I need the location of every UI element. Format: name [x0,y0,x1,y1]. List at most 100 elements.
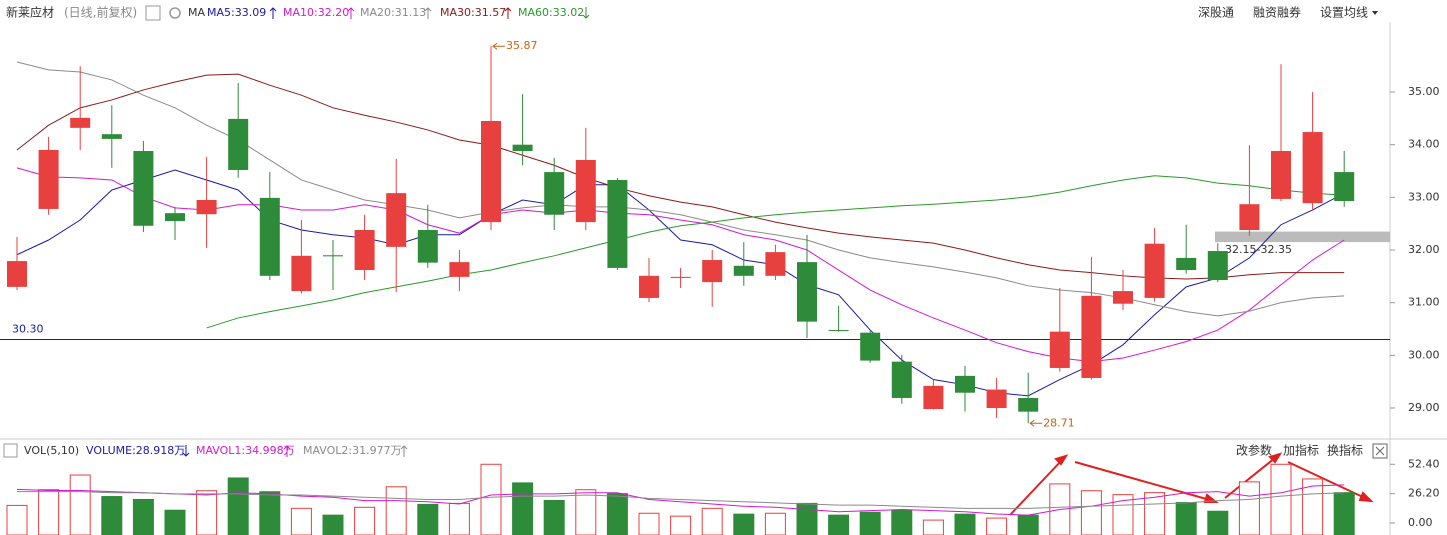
trend-arrow [400,445,408,457]
candle-body [1081,295,1102,378]
volume-bar [543,499,565,535]
legend-entry: MA30:31.57 [440,6,506,19]
y-tick-label: 52.40 [1408,457,1440,470]
candle-body [733,265,754,276]
volume-bar [290,507,312,535]
trend-arrow [283,445,291,457]
stock-name: 新莱应材 [6,5,54,20]
candle-body [1207,251,1228,281]
volume-bar [259,491,281,535]
candle-body [702,260,723,283]
volume-bar [922,519,944,535]
volume-bar [701,507,723,535]
dropdown-icon[interactable] [1372,11,1378,15]
close-icon[interactable] [1372,443,1388,459]
candle-body [291,255,312,292]
candle-body [1302,132,1323,204]
trend-arrow [269,7,277,19]
candle-body [955,375,975,393]
volume-bar [1175,501,1197,535]
price-line-label: 30.30 [12,323,44,336]
max-label: 35.87 [506,39,538,52]
volume-bar [1207,510,1229,535]
help-icon[interactable] [145,5,161,21]
volume-bar [638,512,660,535]
volume-bar [448,502,470,535]
link[interactable]: 深股通 [1198,6,1234,20]
volume-bar [1144,492,1166,535]
volume-bar [227,477,249,535]
volume-bar [354,506,376,535]
trend-arrow [424,7,432,19]
candle-body [1334,172,1355,202]
volume-bar [1080,490,1102,535]
legend-entry: MAVOL2:31.977万 [303,444,402,457]
candle-body [1144,243,1165,298]
candle-body [512,144,533,152]
y-tick-label: 31.00 [1408,296,1440,309]
trend-arrow [182,445,190,457]
link[interactable]: 改参数 [1236,443,1272,458]
volume-bar [385,486,407,535]
candle-body [70,117,91,128]
y-tick-label: 35.00 [1408,85,1440,98]
legend-entry: MAVOL1:34.998万 [196,444,295,457]
volume-bar [164,509,186,535]
legend-entry: MA5:33.09 [207,6,266,19]
candle-body [765,252,786,276]
legend-entry: MA20:31.13 [360,6,426,19]
mode: (日线,前复权) [64,5,137,20]
candle-body [1239,204,1260,230]
volume-bar [796,502,818,535]
candle-body [986,389,1007,408]
volume-label: VOLUME:28.918万 [86,444,185,457]
volume-bar [733,513,755,535]
ma-line [16,169,1345,397]
volume-bar [480,463,502,535]
volume-bar [1238,481,1260,535]
volume-bar [1333,492,1355,535]
min-pointer [1029,419,1043,427]
volume-bar [38,489,60,535]
candle-body [323,255,343,257]
link[interactable]: 融资融券 [1253,5,1301,20]
y-tick-label: 30.00 [1408,348,1440,361]
volume-bar [891,509,913,535]
volume-bar [575,489,597,535]
candle-body [386,193,407,247]
min-label: 28.71 [1043,416,1075,429]
volume-bar [670,515,692,535]
candle-body [670,276,691,278]
price-band [1215,231,1390,243]
ma-label: MA [188,6,205,19]
link[interactable]: 加指标 [1283,443,1319,458]
help-icon[interactable] [3,443,18,458]
volume-bar [6,504,28,535]
candle-body [354,230,375,271]
annotation-arrows [1009,452,1374,516]
volume-bar [196,490,218,535]
volume-bar [828,514,850,535]
candle-body [7,261,27,287]
candle-body [228,118,249,170]
link[interactable]: 设置均线 [1320,6,1368,20]
y-tick-label: 33.00 [1408,190,1440,203]
candle-body [417,230,438,263]
ma-line [16,167,1345,363]
y-tick-label: 34.00 [1408,138,1440,151]
volume-bar [986,517,1008,535]
settings-icon[interactable] [169,7,181,19]
link[interactable]: 换指标 [1327,443,1363,458]
candle-body [923,385,944,410]
max-pointer [492,42,505,50]
mavol-line [16,484,1345,516]
volume-bar [954,513,976,535]
y-tick-label: 29.00 [1408,401,1440,414]
candle-body [891,361,912,398]
volume-bar [417,503,439,535]
legend-entry: MA10:32.20 [283,6,349,19]
candle-body [165,213,185,222]
volume-bar [764,512,786,535]
